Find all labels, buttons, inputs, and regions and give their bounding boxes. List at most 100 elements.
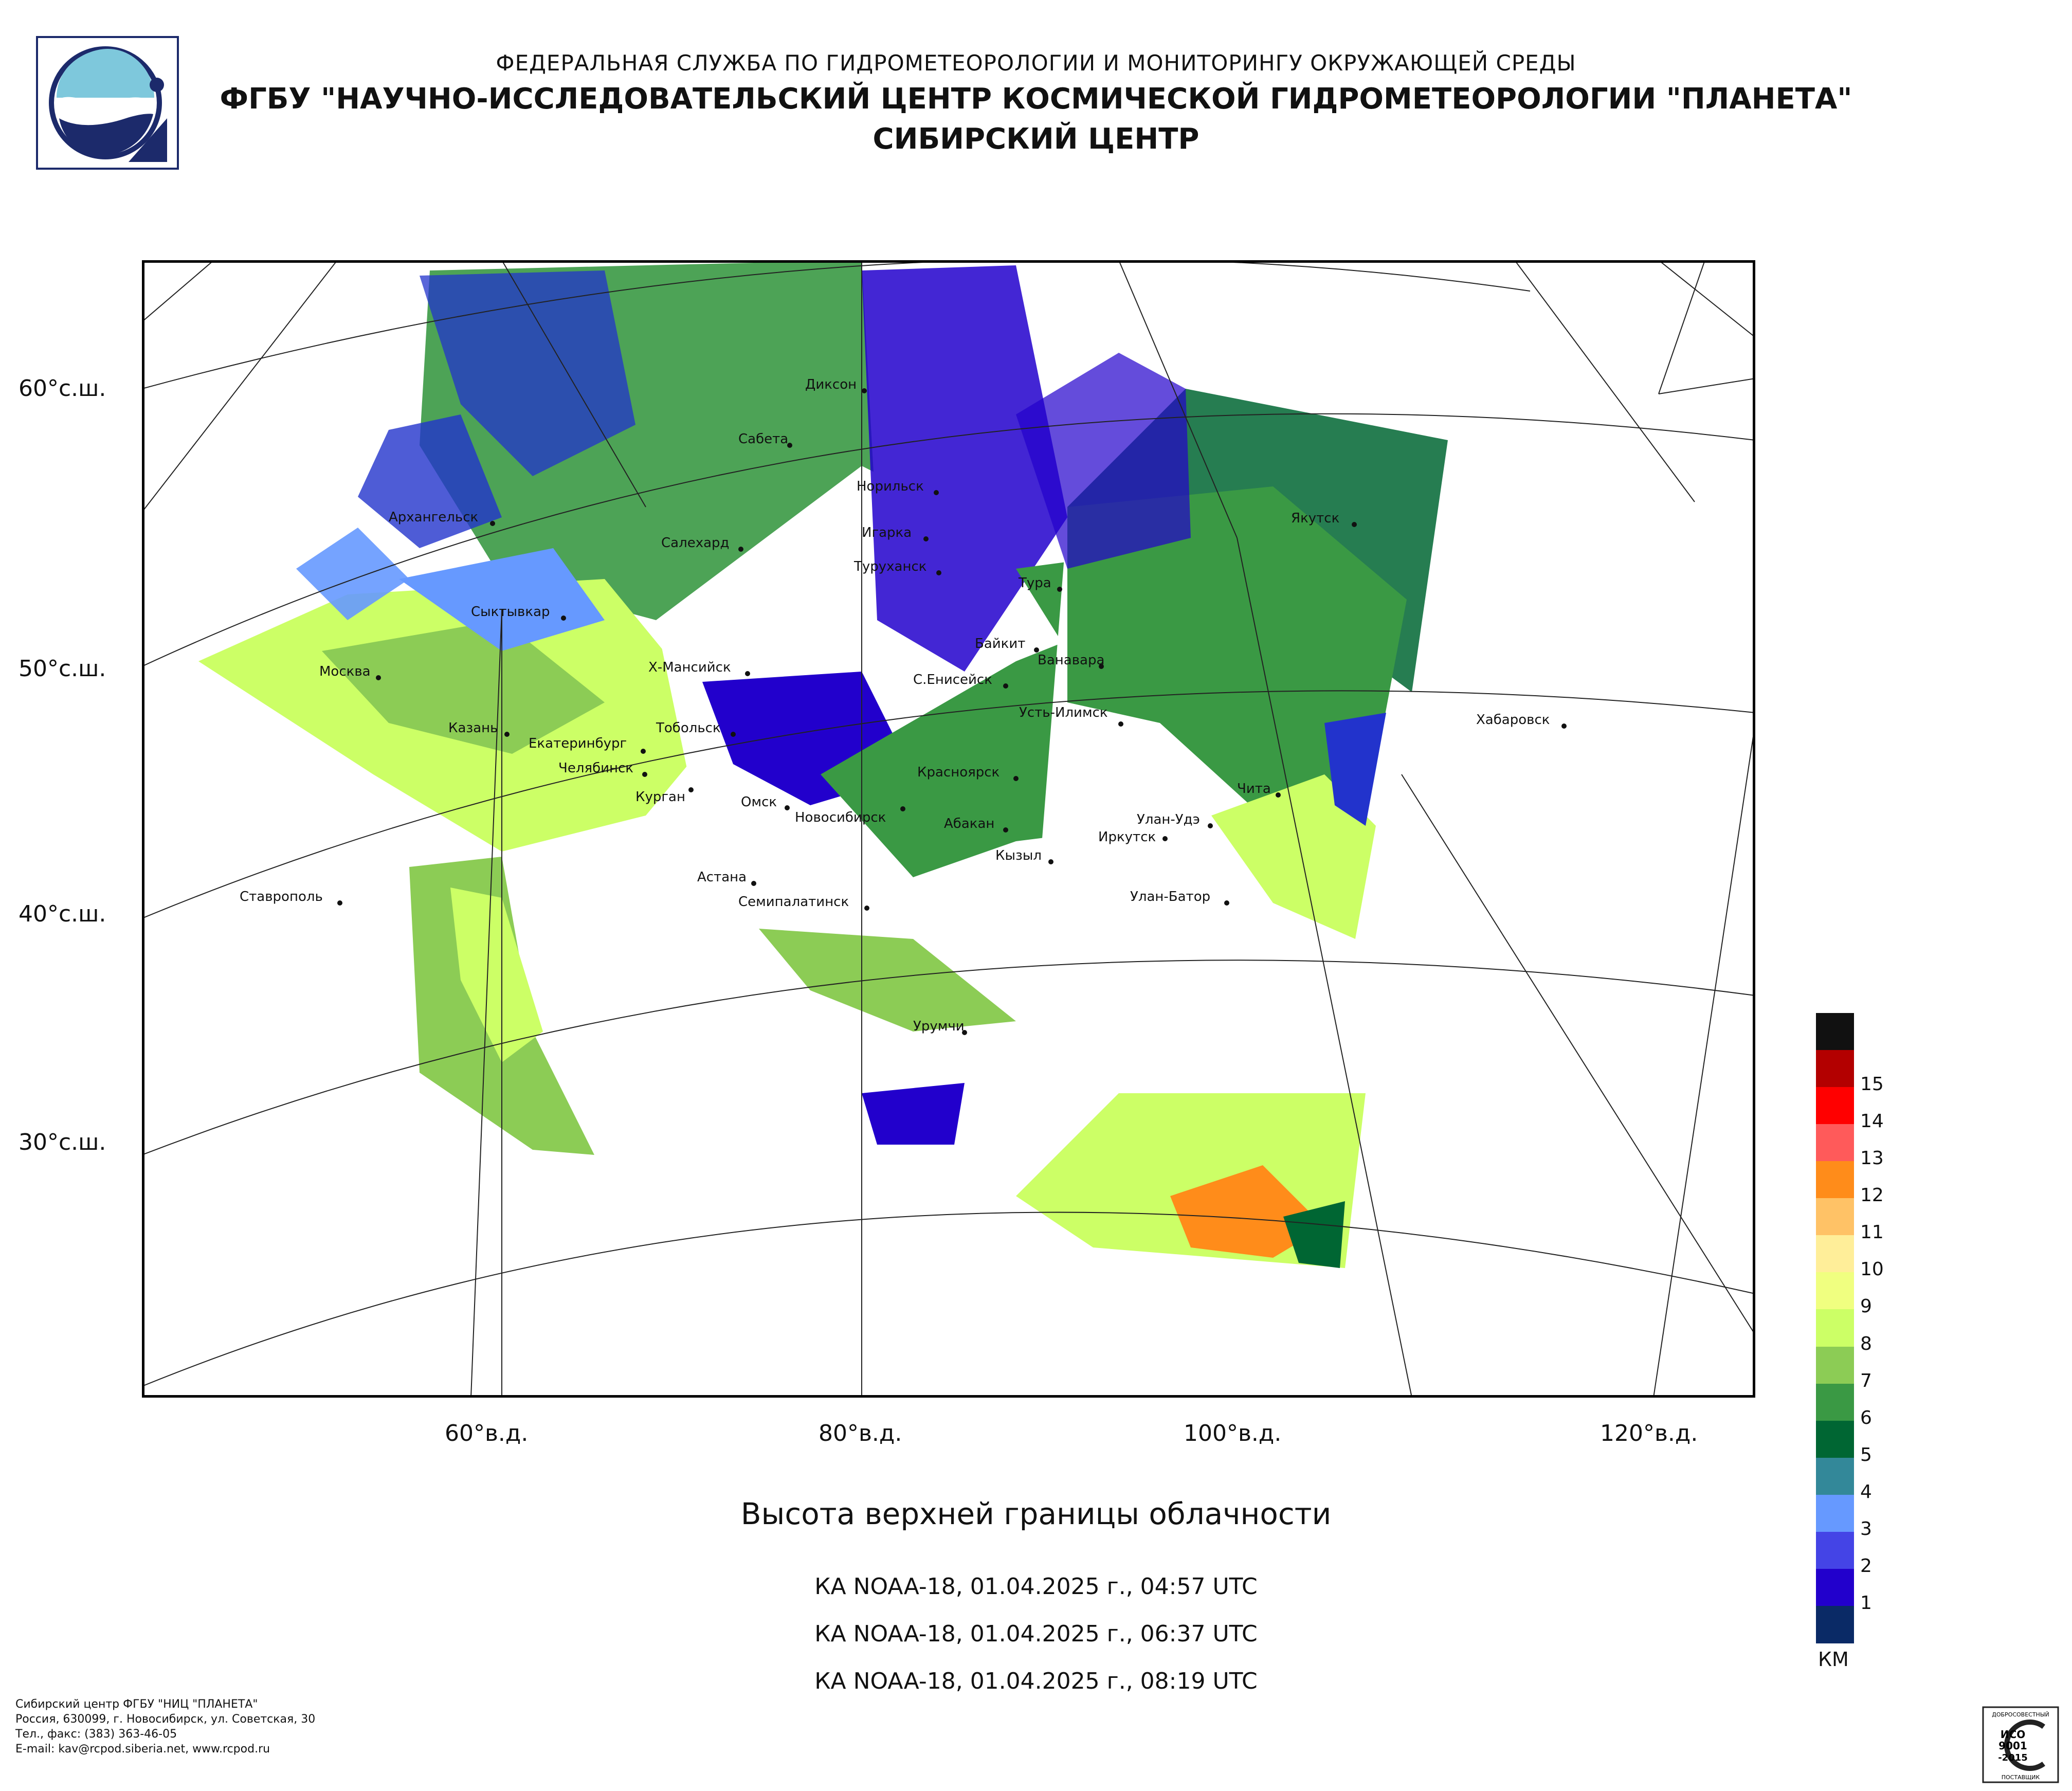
lon-label: 80°в.д. bbox=[819, 1420, 902, 1446]
lat-label: 40°с.ш. bbox=[19, 901, 106, 927]
legend-swatch bbox=[1816, 1124, 1854, 1162]
cert-bottom: ПОСТАВЩИК bbox=[2002, 1774, 2040, 1781]
lon-label: 100°в.д. bbox=[1184, 1420, 1282, 1446]
city-label: Улан-Батор bbox=[1130, 889, 1210, 904]
city-label: Ванавара bbox=[1038, 653, 1104, 668]
cert-top: ДОБРОСОВЕСТНЫЙ bbox=[1992, 1711, 2049, 1718]
legend-swatch bbox=[1816, 1494, 1854, 1532]
city-label: Новосибирск bbox=[795, 810, 886, 825]
city-label: Семипалатинск bbox=[738, 894, 849, 910]
cert-mid: 9001 bbox=[1998, 1740, 2027, 1752]
city-label: Тура bbox=[1018, 575, 1051, 591]
city-label: Урумчи bbox=[913, 1019, 965, 1034]
legend-swatch bbox=[1816, 1383, 1854, 1421]
lat-label: 60°с.ш. bbox=[19, 375, 106, 402]
footer-contacts: Сибирский центр ФГБУ "НИЦ "ПЛАНЕТА" Росс… bbox=[15, 1697, 315, 1757]
city-label: Чита bbox=[1237, 781, 1271, 797]
city-label: Омск bbox=[741, 794, 777, 810]
city-label: Архангельск bbox=[389, 510, 478, 525]
legend-swatch bbox=[1816, 1309, 1854, 1347]
footer-line: E-mail: kav@rcpod.siberia.net, www.rcpod… bbox=[15, 1743, 270, 1756]
legend-swatch bbox=[1816, 1050, 1854, 1088]
city-label: Диксон bbox=[805, 377, 857, 392]
city-label: Екатеринбург bbox=[529, 736, 627, 751]
agency-title: ФЕДЕРАЛЬНАЯ СЛУЖБА ПО ГИДРОМЕТЕОРОЛОГИИ … bbox=[496, 50, 1576, 76]
iso-certificate-badge: ДОБРОСОВЕСТНЫЙ ИСО 9001 -2015 ПОСТАВЩИК bbox=[1982, 1706, 2059, 1783]
legend-swatch bbox=[1816, 1272, 1854, 1310]
city-label: Норильск bbox=[857, 479, 924, 494]
city-label: Москва bbox=[319, 664, 371, 679]
legend-label: 9 bbox=[1860, 1296, 1872, 1317]
legend-label: 7 bbox=[1860, 1370, 1872, 1391]
city-label: Байкит bbox=[975, 636, 1025, 652]
city-label: Астана bbox=[697, 870, 747, 885]
legend-label: 4 bbox=[1860, 1481, 1872, 1503]
institute-title: ФГБУ "НАУЧНО-ИССЛЕДОВАТЕЛЬСКИЙ ЦЕНТР КОС… bbox=[220, 82, 1852, 116]
lat-label: 30°с.ш. bbox=[19, 1129, 106, 1155]
legend-swatch bbox=[1816, 1605, 1854, 1643]
color-legend bbox=[1816, 1013, 1854, 1643]
legend-label: 5 bbox=[1860, 1444, 1872, 1466]
city-label: Казань bbox=[448, 720, 498, 736]
legend-swatch bbox=[1816, 1457, 1854, 1495]
city-label: Туруханск bbox=[853, 559, 926, 574]
satellite-pass: КА NOAA-18, 01.04.2025 г., 04:57 UTC bbox=[814, 1573, 1258, 1600]
legend-label: 15 bbox=[1860, 1074, 1884, 1095]
footer-line: Сибирский центр ФГБУ "НИЦ "ПЛАНЕТА" bbox=[15, 1698, 258, 1711]
city-label: Ставрополь bbox=[240, 889, 323, 904]
legend-swatch bbox=[1816, 1161, 1854, 1199]
legend-swatch bbox=[1816, 1198, 1854, 1236]
map-title: Высота верхней границы облачности bbox=[740, 1496, 1332, 1531]
city-label: Иркутск bbox=[1098, 829, 1156, 845]
satellite-pass: КА NOAA-18, 01.04.2025 г., 06:37 UTC bbox=[814, 1621, 1258, 1647]
city-label: Сыктывкар bbox=[471, 604, 550, 620]
legend-label: 12 bbox=[1860, 1185, 1884, 1206]
city-label: Курган bbox=[635, 789, 685, 805]
cloud-top-map: Диксон Сабета Норильск Архангельск Игарк… bbox=[142, 260, 1755, 1398]
legend-label: 13 bbox=[1860, 1148, 1884, 1169]
graticule bbox=[142, 260, 1755, 1398]
city-label: Челябинск bbox=[558, 761, 633, 776]
legend-label: 1 bbox=[1860, 1592, 1872, 1614]
cert-mid: ИСО bbox=[2001, 1728, 2025, 1741]
footer-line: Россия, 630099, г. Новосибирск, ул. Сове… bbox=[15, 1713, 316, 1726]
city-label: Салехард bbox=[661, 535, 730, 551]
legend-swatch bbox=[1816, 1235, 1854, 1273]
legend-label: 2 bbox=[1860, 1555, 1872, 1577]
legend-label: 11 bbox=[1860, 1222, 1884, 1243]
city-label: Красноярск bbox=[917, 765, 999, 780]
city-label: Усть-Илимск bbox=[1019, 705, 1108, 720]
city-label: Хабаровск bbox=[1476, 712, 1550, 728]
city-label: Кызыл bbox=[995, 848, 1042, 863]
legend-swatch bbox=[1816, 1531, 1854, 1569]
legend-label: 8 bbox=[1860, 1333, 1872, 1354]
center-title: СИБИРСКИЙ ЦЕНТР bbox=[873, 122, 1199, 156]
city-label: Сабета bbox=[738, 431, 788, 447]
city-label: Х-Мансийск bbox=[648, 660, 731, 675]
legend-label: 14 bbox=[1860, 1111, 1884, 1132]
legend-swatch bbox=[1816, 1568, 1854, 1606]
legend-swatch bbox=[1816, 1087, 1854, 1125]
city-label: Якутск bbox=[1291, 511, 1339, 526]
city-label: Тобольск bbox=[656, 720, 721, 736]
satellite-pass: КА NOAA-18, 01.04.2025 г., 08:19 UTC bbox=[814, 1668, 1258, 1694]
legend-label: 10 bbox=[1860, 1259, 1884, 1280]
cities: Диксон Сабета Норильск Архангельск Игарк… bbox=[240, 377, 1567, 1035]
legend-label: 3 bbox=[1860, 1518, 1872, 1540]
city-label: Улан-Удэ bbox=[1137, 812, 1200, 827]
lon-label: 120°в.д. bbox=[1600, 1420, 1698, 1446]
lat-label: 50°с.ш. bbox=[19, 656, 106, 682]
planeta-logo bbox=[36, 36, 179, 170]
city-label: Абакан bbox=[944, 816, 994, 831]
city-label: Игарка bbox=[862, 525, 912, 540]
legend-swatch bbox=[1816, 1346, 1854, 1384]
cert-mid: -2015 bbox=[1998, 1752, 2028, 1763]
cloud-swath-east bbox=[1016, 353, 1448, 1042]
legend-units: КМ bbox=[1818, 1648, 1849, 1671]
legend-label: 6 bbox=[1860, 1407, 1872, 1428]
lon-label: 60°в.д. bbox=[445, 1420, 529, 1446]
legend-swatch bbox=[1816, 1420, 1854, 1458]
footer-line: Тел., факс: (383) 363-46-05 bbox=[15, 1728, 177, 1741]
city-label: С.Енисейск bbox=[913, 672, 992, 688]
legend-swatch bbox=[1816, 1013, 1854, 1051]
